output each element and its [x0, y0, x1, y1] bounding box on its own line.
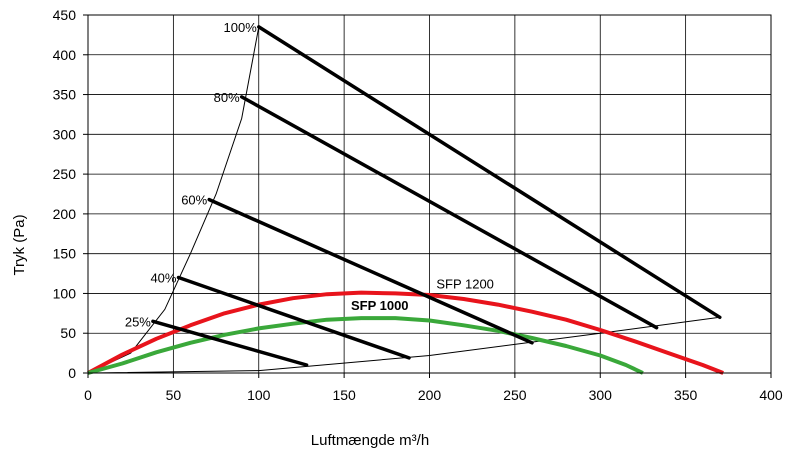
sfp-curve — [87, 290, 724, 375]
fan-curve-line — [151, 319, 309, 367]
min-boundary-curve — [87, 316, 720, 374]
max-boundary-curve — [87, 26, 260, 374]
sfp-curve — [87, 316, 644, 375]
y-axis-label: Tryk (Pa) — [11, 214, 28, 275]
fan-curve-label: 100% — [224, 20, 258, 35]
fan-curve-line — [207, 197, 534, 345]
y-tick-label: 0 — [68, 365, 76, 381]
sfp-annotation: SFP 1200 — [436, 277, 494, 292]
y-tick-label: 450 — [53, 7, 77, 23]
x-tick-label: 200 — [418, 387, 442, 403]
y-tick-label: 200 — [53, 206, 77, 222]
axes: 0 50 100 150 200 250 300 350 400 0 50 100 150 200 250 3… — [53, 7, 783, 403]
y-tick-label: 150 — [53, 246, 77, 262]
y-tick-label: 100 — [53, 285, 77, 301]
fan-curve-line — [239, 95, 659, 330]
fan-curve-label: 25% — [125, 314, 151, 329]
y-tick-label: 400 — [53, 47, 77, 63]
x-tick-label: 0 — [84, 387, 92, 403]
x-tick-label: 350 — [674, 387, 698, 403]
x-tick-label: 300 — [589, 387, 613, 403]
fan-curve-label: 60% — [181, 193, 207, 208]
x-tick-label: 50 — [166, 387, 182, 403]
x-axis-label: Luftmængde m³/h — [311, 432, 429, 449]
fan-curve-label: 80% — [214, 90, 240, 105]
x-tick-label: 250 — [503, 387, 527, 403]
plot-frame — [87, 14, 772, 374]
fan-curve-label: 40% — [150, 271, 176, 286]
fan-curve-line — [257, 25, 722, 320]
x-tick-label: 400 — [759, 387, 783, 403]
y-tick-label: 350 — [53, 87, 77, 103]
y-tick-label: 300 — [53, 126, 77, 142]
y-tick-label: 50 — [60, 325, 76, 341]
x-tick-label: 150 — [332, 387, 356, 403]
y-tick-label: 250 — [53, 166, 77, 182]
fan-curve-line — [176, 275, 411, 360]
curves: 100% 80% 60% 40% 25% SFP 1200 SFP 1000 — [87, 20, 724, 375]
x-tick-label: 100 — [247, 387, 271, 403]
sfp-annotation: SFP 1000 — [351, 298, 409, 313]
